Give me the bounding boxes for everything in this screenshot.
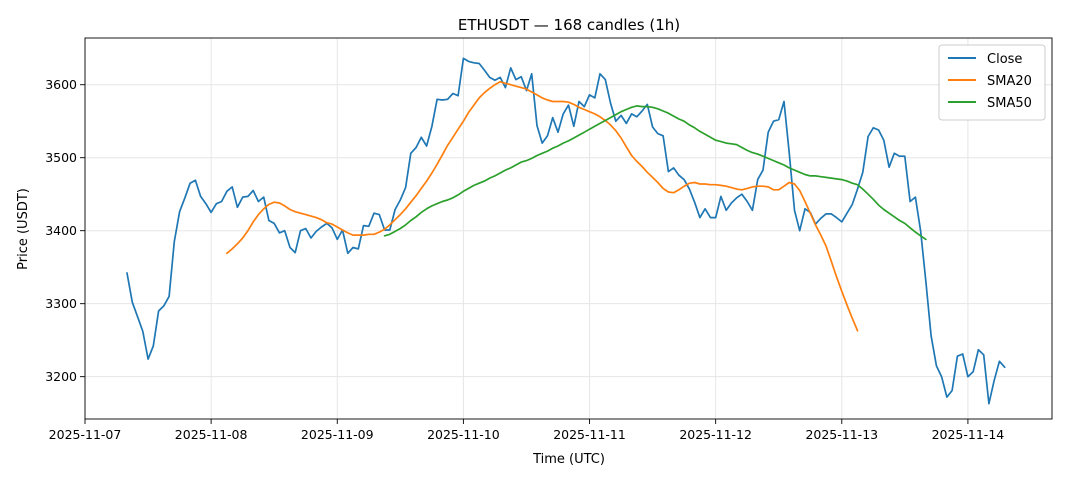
x-tick-label: 2025-11-13 bbox=[805, 427, 878, 442]
y-tick-label: 3500 bbox=[45, 150, 77, 165]
x-tick-label: 2025-11-11 bbox=[553, 427, 626, 442]
x-tick-label: 2025-11-07 bbox=[49, 427, 122, 442]
y-tick-label: 3400 bbox=[45, 223, 77, 238]
y-tick-label: 3300 bbox=[45, 296, 77, 311]
y-axis: 3200 3300 3400 3500 3600 bbox=[45, 77, 85, 384]
y-axis-label: Price (USDT) bbox=[16, 188, 31, 270]
chart-title: ETHUSDT — 168 candles (1h) bbox=[458, 16, 680, 34]
legend-label-sma50: SMA50 bbox=[987, 96, 1032, 111]
y-tick-label: 3200 bbox=[45, 369, 77, 384]
series-line-sma50 bbox=[383, 105, 927, 241]
grid bbox=[84, 38, 1052, 419]
x-axis-label: Time (UTC) bbox=[532, 452, 605, 467]
x-tick-label: 2025-11-12 bbox=[679, 427, 752, 442]
x-tick-label: 2025-11-09 bbox=[301, 427, 374, 442]
y-tick-label: 3600 bbox=[45, 77, 77, 92]
legend-label-sma20: SMA20 bbox=[987, 74, 1032, 89]
plot-frame bbox=[84, 37, 1053, 420]
x-tick-label: 2025-11-08 bbox=[175, 427, 248, 442]
series-line-sma20 bbox=[226, 80, 859, 332]
legend: Close SMA20 SMA50 bbox=[938, 44, 1046, 121]
x-tick-label: 2025-11-14 bbox=[932, 427, 1005, 442]
x-axis: 2025-11-07 2025-11-08 2025-11-09 2025-11-10… bbox=[49, 419, 1005, 442]
plot-area bbox=[126, 57, 1006, 405]
legend-label-close: Close bbox=[987, 52, 1022, 67]
x-tick-label: 2025-11-10 bbox=[427, 427, 500, 442]
